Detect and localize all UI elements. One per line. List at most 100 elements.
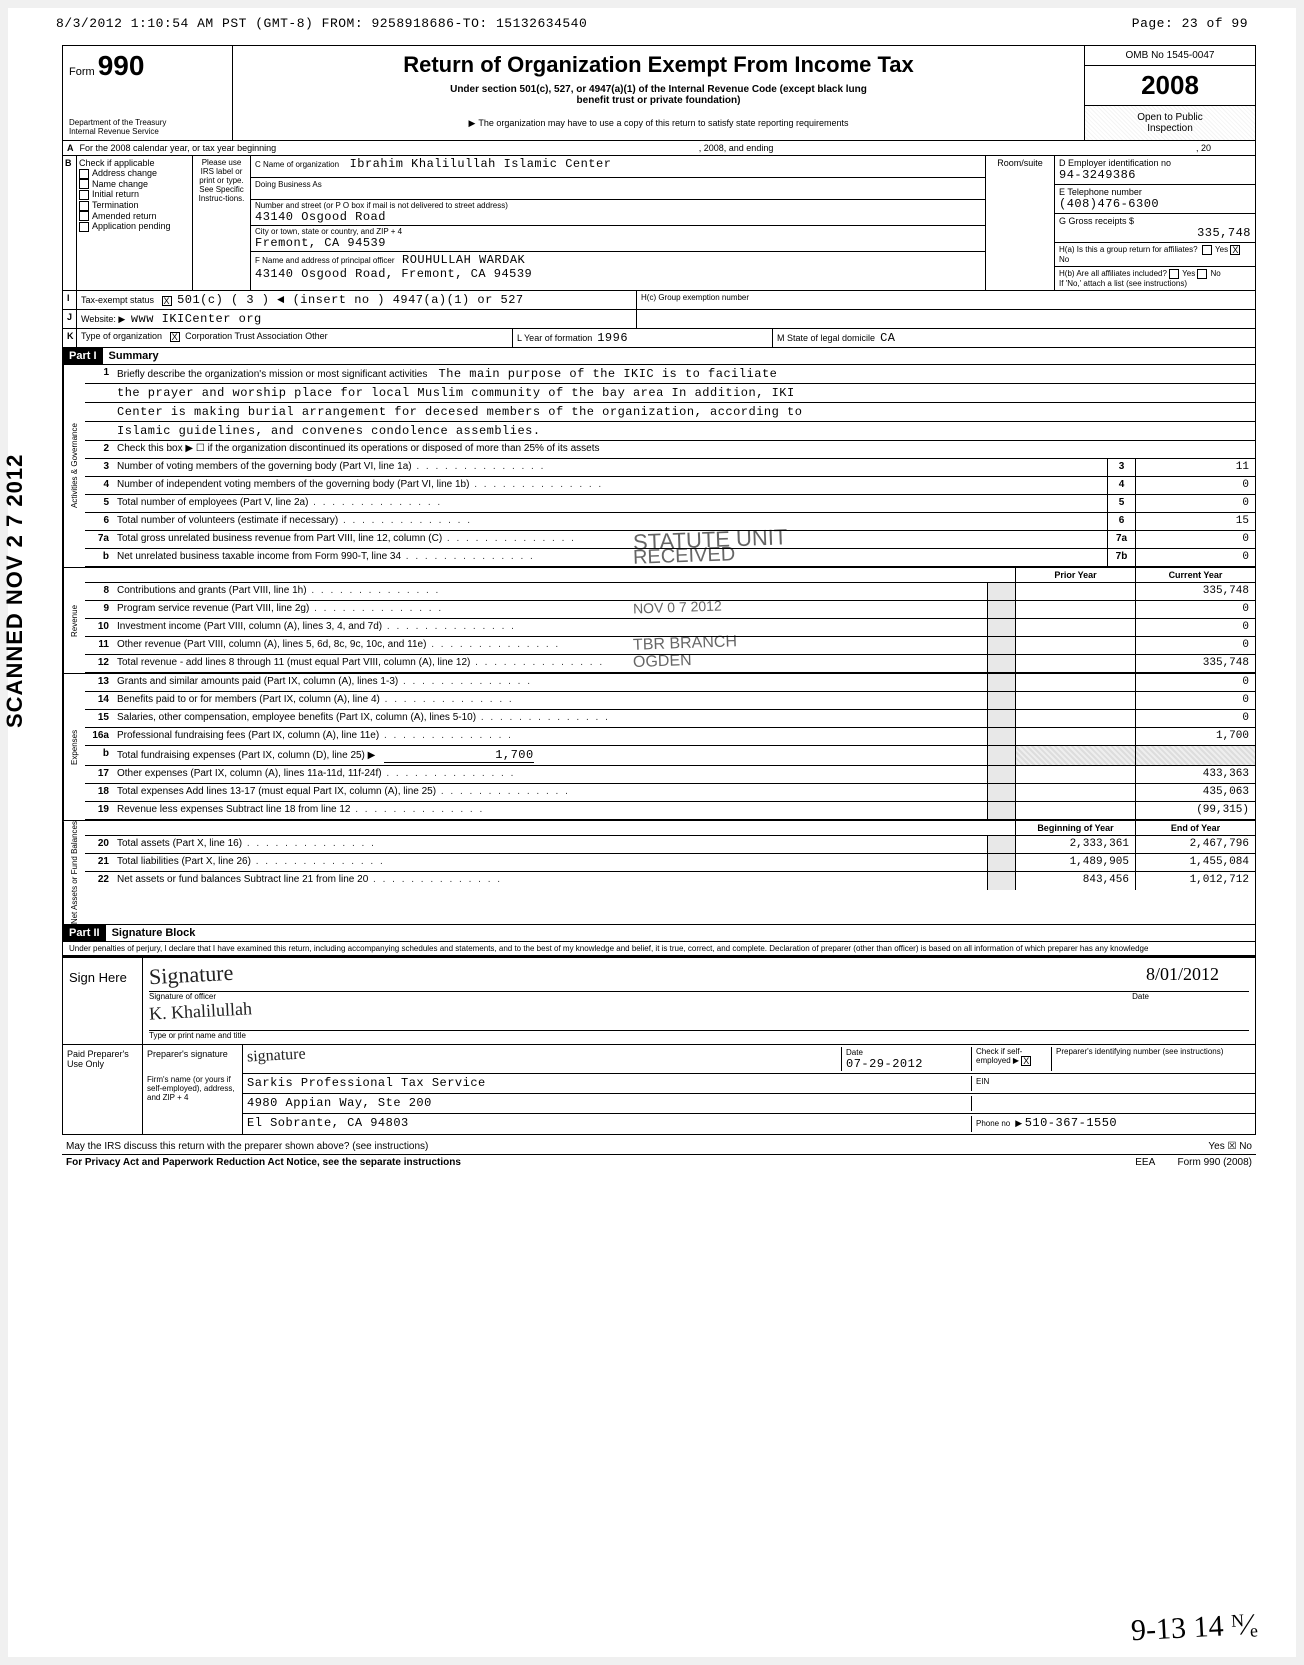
address-block: C Name of organization Ibrahim Khalilull… (251, 156, 985, 290)
tax-year: 2008 (1085, 66, 1255, 106)
chk-self-emp[interactable] (1021, 1056, 1031, 1066)
firm-addr2: El Sobrante, CA 94803 (247, 1116, 971, 1132)
ein-row: D Employer identification no 94-3249386 (1055, 156, 1255, 185)
website: Website: www IKICenter org (77, 310, 637, 328)
part1-title: Summary (103, 348, 1255, 364)
printed-name-line[interactable]: K. Khalilullah (149, 1001, 1249, 1031)
city-row: City or town, state or country, and ZIP … (251, 226, 985, 252)
ogden-stamp: OGDEN (633, 652, 692, 672)
preparer-phone: 510-367-1550 (1025, 1116, 1117, 1130)
block-b-to-g: B Check if applicable Address change Nam… (62, 156, 1256, 291)
part1-header-row: Part I Summary (62, 348, 1256, 365)
c-name-lbl: C Name of organization (255, 160, 339, 169)
row-a: A For the 2008 calendar year, or tax yea… (62, 141, 1256, 156)
city-lbl: City or town, state or country, and ZIP … (255, 227, 981, 236)
firm-row1: Sarkis Professional Tax Service EIN (243, 1074, 1255, 1094)
chk-name[interactable]: Name change (79, 179, 190, 190)
firm-name: Sarkis Professional Tax Service (247, 1076, 971, 1091)
subtitle1: Under section 501(c), 527, or 4947(a)(1)… (239, 84, 1078, 95)
chk-initial[interactable]: Initial return (79, 189, 190, 200)
tax-status: Tax-exempt status 501(c) ( 3 ) ◄ (insert… (77, 291, 637, 309)
h1a-row: H(a) Is this a group return for affiliat… (1055, 242, 1255, 267)
open2: Inspection (1089, 123, 1251, 134)
e-lbl: E Telephone number (1059, 187, 1251, 197)
header-note: The organization may have to use a copy … (239, 118, 1078, 129)
line7b: bNet unrelated business taxable income f… (85, 549, 1255, 567)
scanned-stamp: SCANNED NOV 2 7 2012 (2, 454, 28, 728)
prior-year-hdr: Prior Year (1015, 568, 1135, 582)
line22: 22Net assets or fund balances Subtract l… (85, 872, 1255, 890)
part2-badge: Part II (63, 925, 106, 941)
dba-row: Doing Business As (251, 178, 985, 200)
date-stamp: NOV 0 7 2012 (633, 597, 722, 616)
chk-corp[interactable] (170, 332, 180, 342)
fax-right: Page: 23 of 99 (1132, 16, 1248, 31)
line5: 5Total number of employees (Part V, line… (85, 495, 1255, 513)
fax-left: 8/3/2012 1:10:54 AM PST (GMT-8) FROM: 92… (56, 16, 587, 31)
side-netassets: Net Assets or Fund Balances (63, 821, 85, 924)
ein-val: 94-3249386 (1059, 168, 1251, 182)
h1b-row: H(b) Are all affiliates included? Yes No… (1055, 267, 1255, 290)
b-checks: Check if applicable Address change Name … (77, 156, 193, 290)
phone-row: E Telephone number (408)476-6300 (1055, 185, 1255, 214)
preparer-block: Paid Preparer's Use Only Preparer's sign… (62, 1045, 1256, 1135)
f-lbl: F Name and address of principal officer (255, 256, 394, 265)
signature-content: Signature 8/01/2012 Signature of officer… (143, 958, 1255, 1044)
irs-discuss-a: Yes ☒ No (1208, 1141, 1252, 1152)
line3: 3Number of voting members of the governi… (85, 459, 1255, 477)
eoy-hdr: End of Year (1135, 821, 1255, 835)
form-header: Form 990 Department of the Treasury Inte… (62, 45, 1256, 141)
paid-label: Paid Preparer's Use Only (63, 1045, 143, 1134)
form-title: Return of Organization Exempt From Incom… (239, 52, 1078, 78)
f-name: ROUHULLAH WARDAK (402, 253, 525, 267)
firm-row3: El Sobrante, CA 94803 Phone no ▶ 510-367… (243, 1114, 1255, 1134)
h1c: H(c) Group exemption number (637, 291, 1255, 309)
line16b: bTotal fundraising expenses (Part IX, co… (85, 746, 1255, 766)
org-name-row: C Name of organization Ibrahim Khalilull… (251, 156, 985, 178)
pra-notice: For Privacy Act and Paperwork Reduction … (66, 1157, 461, 1168)
g-lbl: G Gross receipts $ (1059, 216, 1134, 226)
part2-header-row: Part II Signature Block (62, 925, 1256, 942)
side-activities: Activities & Governance (63, 365, 85, 567)
org-name: Ibrahim Khalilullah Islamic Center (350, 157, 612, 171)
line17: 17Other expenses (Part IX, column (A), l… (85, 766, 1255, 784)
form-id-cell: Form 990 Department of the Treasury Inte… (63, 46, 233, 140)
line16a: 16aProfessional fundraising fees (Part I… (85, 728, 1255, 746)
gross-val: 335,748 (1059, 226, 1251, 240)
preparer-rows: signature Date07-29-2012 Check if self-e… (243, 1045, 1255, 1134)
penalties-text: Under penalties of perjury, I declare th… (62, 942, 1256, 956)
rowA-left: For the 2008 calendar year, or tax year … (80, 143, 277, 153)
chk-termination[interactable]: Termination (79, 200, 190, 211)
f-addr: 43140 Osgood Road, Fremont, CA 94539 (255, 267, 981, 281)
officer-signature-scribble: Signature (148, 960, 234, 990)
side-expenses: Expenses (63, 674, 85, 820)
firm-row2: 4980 Appian Way, Ste 200 (243, 1094, 1255, 1114)
page: 8/3/2012 1:10:54 AM PST (GMT-8) FROM: 92… (8, 8, 1296, 1657)
chk-pending[interactable]: Application pending (79, 221, 190, 232)
form-label: Form (69, 66, 95, 78)
gross-row: G Gross receipts $ 335,748 (1055, 214, 1255, 242)
line12: 12Total revenue - add lines 8 through 11… (85, 655, 1255, 673)
omb: OMB No 1545-0047 (1085, 46, 1255, 66)
phone-val: (408)476-6300 (1059, 197, 1251, 211)
form-number-footer: Form 990 (2008) (1178, 1157, 1252, 1168)
line21: 21Total liabilities (Part X, line 26)1,4… (85, 854, 1255, 872)
form-area: Form 990 Department of the Treasury Inte… (62, 45, 1256, 1170)
line4: 4Number of independent voting members of… (85, 477, 1255, 495)
chk-address[interactable]: Address change (79, 168, 190, 179)
rowA-mid: , 2008, and ending (699, 143, 774, 153)
netassets-section: Net Assets or Fund Balances Beginning of… (62, 820, 1256, 925)
right-boxes: OMB No 1545-0047 2008 Open to Public Ins… (1085, 46, 1255, 140)
line9: 9Program service revenue (Part VIII, lin… (85, 601, 1255, 619)
dept2: Internal Revenue Service (69, 127, 226, 136)
fax-header: 8/3/2012 1:10:54 AM PST (GMT-8) FROM: 92… (26, 12, 1256, 45)
open-public: Open to Public Inspection (1085, 106, 1255, 140)
d-lbl: D Employer identification no (1059, 158, 1251, 168)
chk-amended[interactable]: Amended return (79, 211, 190, 222)
officer-signature-line[interactable]: Signature 8/01/2012 (149, 962, 1249, 992)
preparer-sublabels: Preparer's signature Firm's name (or you… (143, 1045, 243, 1134)
subtitle2: benefit trust or private foundation) (239, 95, 1078, 106)
street-row: Number and street (or P O box if mail is… (251, 200, 985, 226)
chk-501c[interactable] (162, 296, 172, 306)
officer-row: F Name and address of principal officer … (251, 252, 985, 282)
